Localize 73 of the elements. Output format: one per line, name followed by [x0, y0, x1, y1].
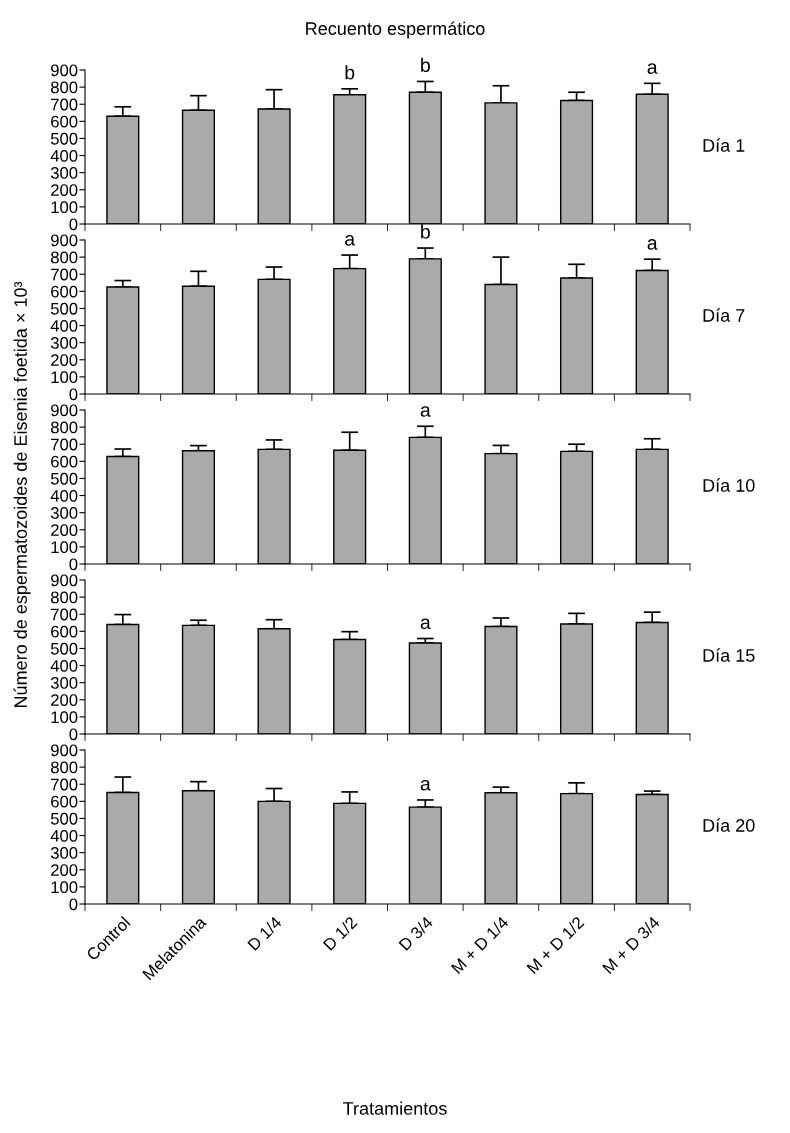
y-tick-label: 500: [50, 642, 78, 655]
y-tick-label: 300: [50, 337, 78, 349]
y-tick-label: 100: [51, 711, 78, 724]
y-tick-label: 700: [51, 438, 78, 451]
y-tick-label: 200: [51, 864, 78, 876]
y-tick-label: 800: [50, 421, 78, 434]
annotation: b: [345, 65, 355, 80]
y-tick-label: 700: [51, 608, 78, 621]
y-tick-label: 300: [50, 677, 78, 689]
y-tick-label: 100: [51, 541, 78, 554]
y-tick-label: 700: [51, 268, 78, 281]
y-tick-label: 800: [50, 591, 78, 604]
y-tick-label: 900: [51, 234, 78, 247]
annotation: a: [345, 235, 356, 246]
y-tick-label: 200: [51, 524, 78, 536]
y-tick-label: 600: [51, 795, 78, 808]
y-tick-label: 200: [51, 694, 78, 706]
x-tick-label: D 1/4: [246, 915, 283, 951]
annotation: b: [421, 224, 430, 239]
y-tick-label: 900: [51, 574, 78, 587]
y-tick-label: 600: [51, 285, 78, 298]
y-tick-label: 900: [51, 744, 78, 757]
y-tick-label: 800: [50, 251, 78, 264]
y-tick-label: 500: [50, 132, 78, 145]
y-tick-label: 600: [51, 115, 78, 128]
y-tick-label: 100: [51, 371, 78, 384]
y-tick-label: 400: [50, 489, 78, 502]
y-tick-label: 300: [50, 847, 78, 859]
text: Día 1: [703, 138, 745, 152]
y-tick-label: 0: [69, 388, 78, 401]
y-tick-label: 600: [51, 625, 78, 638]
y-tick-label: 200: [51, 184, 78, 196]
y-tick-label: 400: [50, 659, 78, 672]
y-tick-label: 500: [50, 472, 78, 485]
y-tick-label: 0: [69, 218, 78, 231]
x-tick-label: M + D 1/2: [526, 915, 585, 975]
text: Día 15: [703, 648, 755, 662]
y-tick-label: 100: [51, 201, 78, 214]
y-tick-label: 500: [50, 812, 78, 825]
text: Día 10: [703, 478, 755, 492]
annotation: a: [420, 779, 431, 791]
annotation: b: [421, 57, 430, 73]
chart-title: Recuento espermático: [306, 21, 485, 39]
y-tick-label: 900: [51, 64, 78, 77]
y-tick-label: 700: [51, 778, 78, 791]
x-tick-label: M + D 3/4: [601, 915, 661, 975]
y-tick-label: 800: [50, 761, 78, 774]
y-tick-label: 0: [69, 898, 78, 911]
y-tick-label: 500: [50, 302, 78, 315]
annotation: a: [647, 63, 658, 74]
x-tick-label: M + D 1/4: [450, 915, 510, 975]
y-tick-label: 300: [50, 507, 78, 519]
y-tick-label: 400: [50, 149, 78, 162]
y-tick-label: 400: [50, 829, 78, 842]
y-tick-label: 900: [51, 404, 78, 417]
annotation: a: [420, 618, 431, 630]
annotation: a: [647, 239, 658, 250]
y-axis-title: Número de espermatozoides de Eisenia foetida × 10³: [13, 281, 31, 708]
y-tick-label: 100: [51, 881, 78, 894]
y-tick-label: 400: [50, 319, 78, 332]
text: Día 20: [703, 818, 755, 832]
y-tick-label: 300: [50, 167, 78, 179]
y-tick-label: 0: [69, 728, 78, 741]
y-tick-label: 700: [51, 98, 78, 111]
annotation: a: [420, 406, 431, 417]
x-tick-label: D 3/4: [398, 915, 434, 951]
y-tick-label: 0: [69, 558, 78, 571]
y-tick-label: 600: [51, 455, 78, 468]
y-tick-label: 800: [50, 81, 78, 94]
text: Día 7: [703, 308, 745, 322]
x-axis-title: Tratamientos: [343, 1101, 447, 1115]
x-tick-label: D 1/2: [322, 915, 358, 951]
y-tick-label: 200: [51, 354, 78, 366]
